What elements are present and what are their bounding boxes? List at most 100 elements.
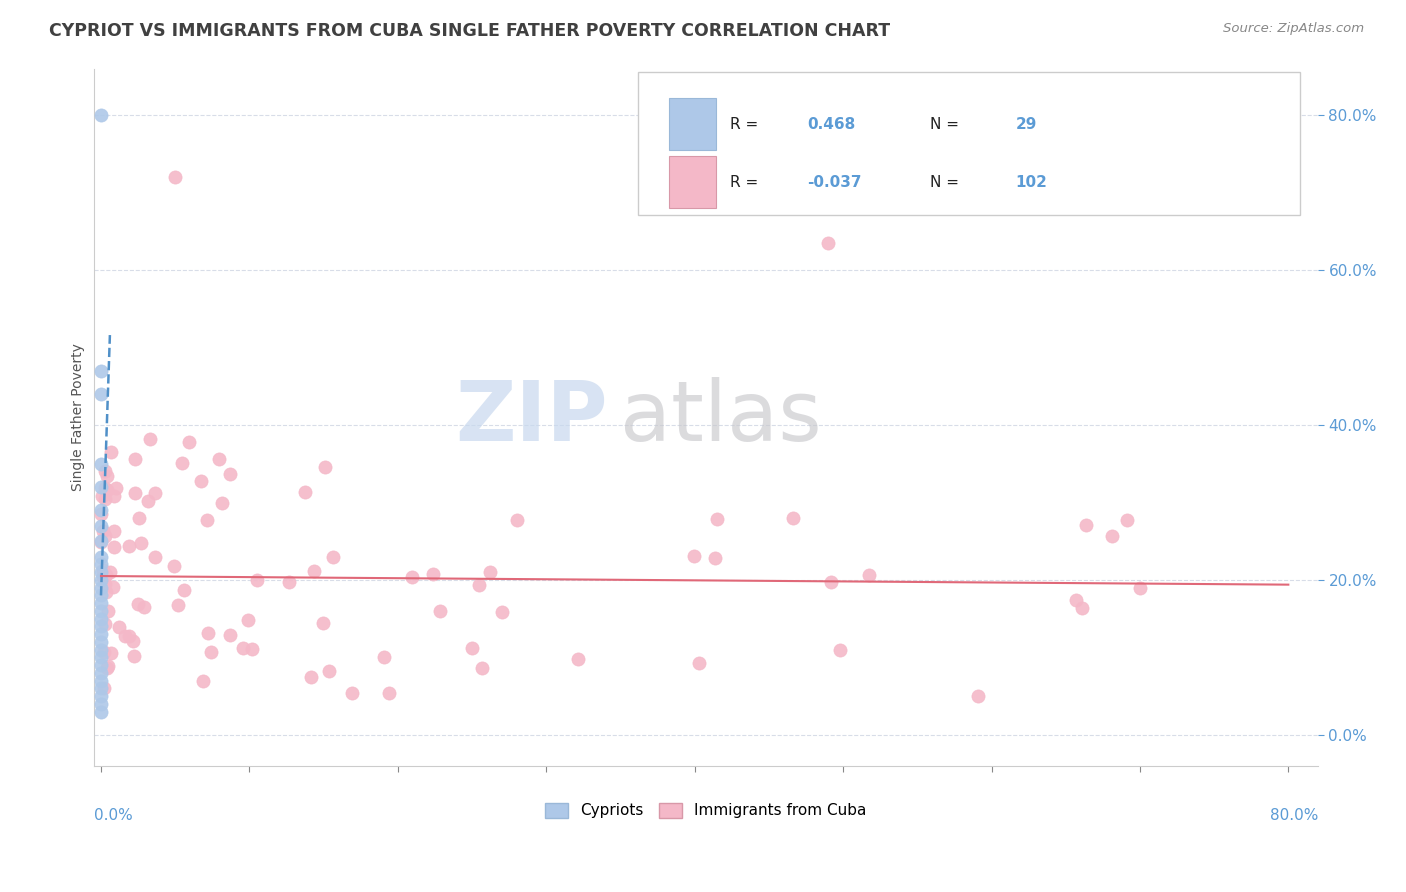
Text: 0.468: 0.468 (807, 117, 856, 132)
Point (820, 574, 842, 589)
Text: N =: N = (929, 117, 963, 132)
Point (90, 565, 112, 579)
Point (94, 492, 117, 507)
Point (94, 584, 117, 599)
Point (124, 486, 146, 500)
Point (967, 689, 990, 703)
Point (103, 540, 125, 554)
Point (211, 496, 233, 510)
Point (90, 364, 112, 378)
Point (90, 387, 112, 401)
Point (1071, 600, 1094, 615)
Point (817, 235, 839, 250)
Point (506, 513, 529, 527)
Point (90, 650, 112, 665)
Point (90, 535, 112, 549)
Point (118, 629, 141, 643)
Point (858, 568, 880, 582)
Point (322, 549, 344, 564)
Point (96, 483, 118, 497)
Point (340, 686, 363, 700)
Point (277, 574, 299, 589)
Point (91, 524, 114, 538)
Point (104, 481, 127, 495)
Point (165, 169, 187, 184)
Point (163, 558, 186, 573)
Point (1129, 581, 1152, 595)
Point (93, 681, 115, 695)
Text: CYPRIOT VS IMMIGRANTS FROM CUBA SINGLE FATHER POVERTY CORRELATION CHART: CYPRIOT VS IMMIGRANTS FROM CUBA SINGLE F… (49, 22, 890, 40)
Point (491, 606, 513, 620)
Point (94, 529, 117, 543)
Point (145, 485, 167, 500)
Point (193, 673, 215, 688)
Point (139, 433, 162, 447)
Point (100, 445, 122, 459)
Point (314, 459, 336, 474)
Text: N =: N = (929, 175, 963, 190)
Legend: Cypriots, Immigrants from Cuba: Cypriots, Immigrants from Cuba (538, 797, 873, 824)
Point (167, 598, 190, 612)
Point (207, 451, 229, 466)
Point (90, 534, 112, 549)
Point (122, 634, 145, 648)
Point (103, 524, 125, 539)
Point (94, 568, 117, 582)
FancyBboxPatch shape (638, 72, 1299, 215)
Text: ZIP: ZIP (456, 376, 607, 458)
Point (114, 629, 136, 643)
Point (90, 658, 112, 673)
Point (90, 619, 112, 633)
Point (117, 540, 139, 554)
Point (128, 511, 150, 525)
Text: R =: R = (730, 117, 763, 132)
Point (90, 480, 112, 494)
Point (90, 503, 112, 517)
Point (1116, 513, 1139, 527)
Point (100, 565, 122, 579)
Point (173, 583, 195, 598)
Point (93, 645, 115, 659)
Point (294, 485, 316, 500)
Text: 102: 102 (1015, 175, 1047, 190)
Point (90, 604, 112, 618)
Point (91, 490, 114, 504)
Point (240, 641, 263, 656)
Point (90, 627, 112, 641)
Point (471, 660, 494, 674)
Point (190, 475, 212, 489)
Point (94, 465, 117, 479)
Point (90, 558, 112, 572)
Point (96, 661, 118, 675)
Text: -0.037: -0.037 (807, 175, 862, 190)
Point (90, 681, 112, 696)
Point (312, 616, 335, 631)
Point (101, 581, 124, 595)
Point (132, 600, 155, 615)
Point (94, 617, 117, 632)
Point (96, 468, 118, 483)
Point (90, 642, 112, 657)
Point (124, 451, 146, 466)
Point (127, 597, 149, 611)
Point (122, 648, 145, 663)
Text: atlas: atlas (620, 376, 823, 458)
Point (136, 494, 159, 508)
Text: R =: R = (730, 175, 763, 190)
Point (318, 665, 340, 679)
Point (195, 513, 218, 527)
Point (422, 566, 444, 581)
Text: 0.0%: 0.0% (94, 808, 132, 822)
Point (90, 705, 112, 719)
Point (704, 550, 727, 565)
Point (172, 456, 194, 470)
Point (91, 564, 114, 578)
Point (197, 626, 219, 640)
Text: Source: ZipAtlas.com: Source: ZipAtlas.com (1223, 22, 1364, 36)
Point (90, 689, 112, 703)
Point (90, 457, 112, 471)
Point (200, 644, 222, 658)
Point (103, 489, 125, 503)
Point (100, 646, 122, 660)
Point (1064, 593, 1087, 607)
